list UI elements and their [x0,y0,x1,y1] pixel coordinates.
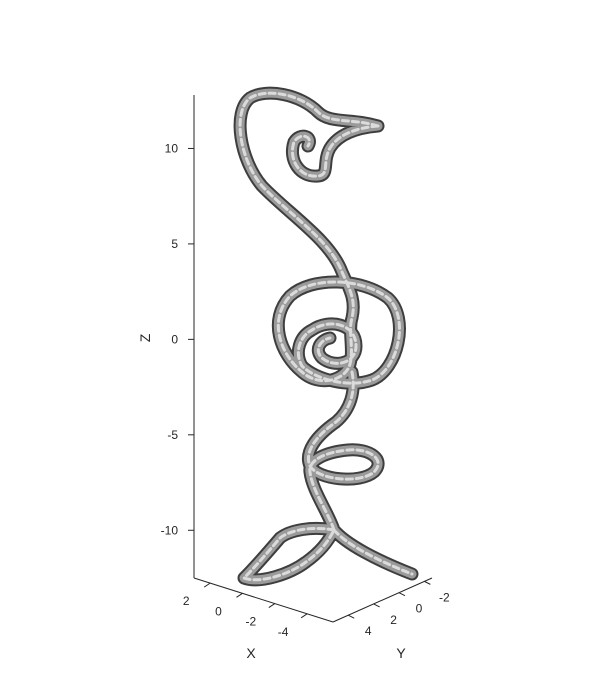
y-tick-mark [373,603,380,608]
y-tick-label: -2 [439,590,450,604]
y-tick-mark [348,614,355,619]
x-axis-line [193,577,334,623]
x-tick-label: 2 [183,594,190,608]
y-axis: 4 2 0 -2 Y [332,577,450,661]
y-tick-mark [398,592,406,597]
z-tick-label: 0 [171,332,178,346]
z-tick-label: -5 [167,428,178,442]
surface-tube-highlight [238,91,414,582]
z-tick-label: -10 [161,523,179,537]
z-tick-label: 10 [165,141,179,155]
y-tick-mark [424,580,431,585]
x-tick-mark [236,592,243,598]
z-axis: 10 5 0 -5 -10 Z [137,95,195,578]
y-tick-label: 2 [390,613,397,627]
y-tick-label: 4 [365,624,372,638]
z-axis-title: Z [137,333,153,342]
x-tick-mark [268,603,276,608]
x-tick-mark [203,582,211,588]
y-axis-line [332,577,433,623]
x-axis: 2 0 -2 -4 X [183,577,334,661]
y-tick-label: 0 [416,602,423,616]
x-axis-title: X [246,645,256,661]
x-tick-mark [300,613,308,619]
x-tick-label: -2 [245,615,256,629]
z-tick-label: 5 [171,237,178,251]
y-axis-title: Y [396,645,406,661]
x-tick-label: -4 [278,625,289,639]
surface [233,86,419,587]
x-tick-label: 0 [215,604,222,618]
